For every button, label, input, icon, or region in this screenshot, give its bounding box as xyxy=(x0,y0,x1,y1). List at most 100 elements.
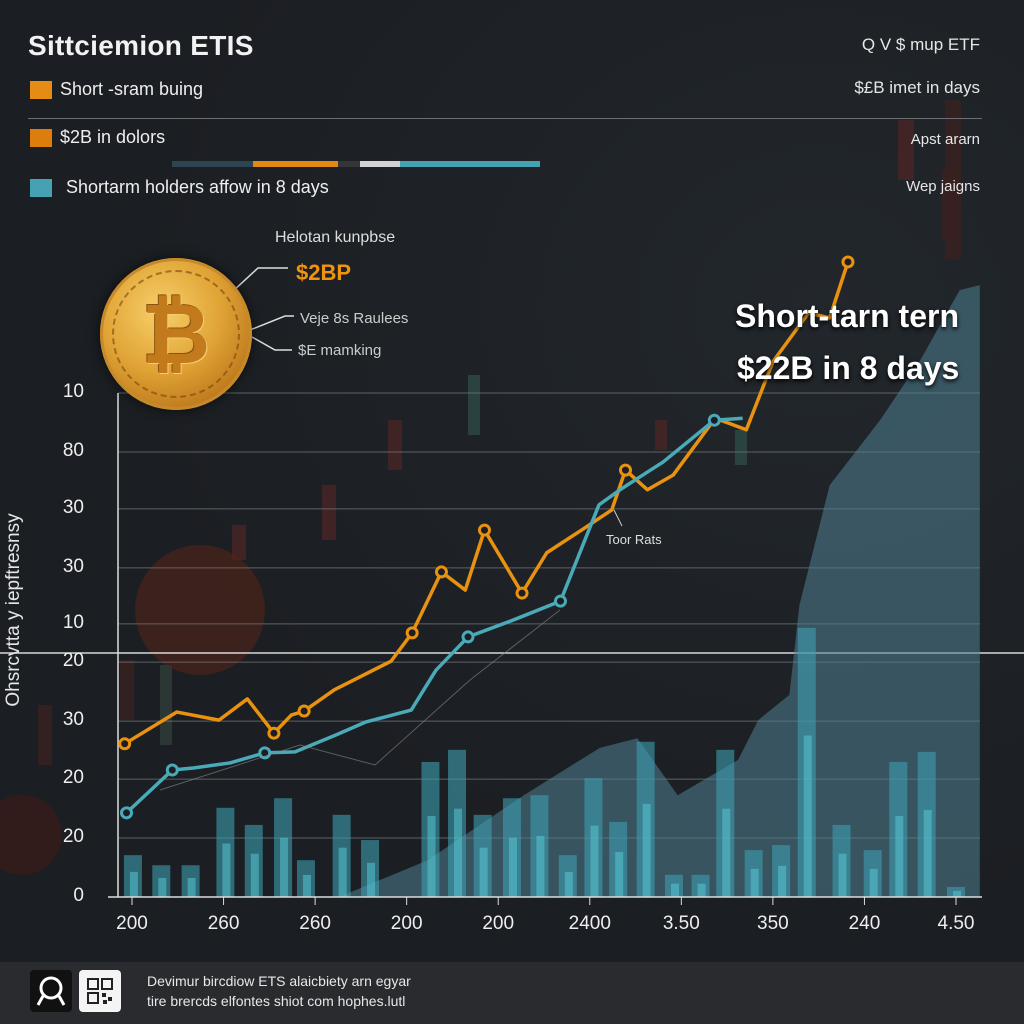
background-candle xyxy=(898,120,914,180)
bar-inner xyxy=(671,883,680,897)
background-candle xyxy=(945,100,961,260)
annotation-subheadline: $22B in 8 days xyxy=(737,350,960,386)
footer-text-line1: Devimur bircdiow ETS alaicbiety arn egya… xyxy=(147,973,411,989)
background-candle xyxy=(232,525,246,560)
bar-inner xyxy=(536,835,545,897)
bar-inner xyxy=(750,868,759,897)
background-glow xyxy=(135,545,265,675)
legend-swatch-orange xyxy=(30,128,52,147)
bar-inner xyxy=(722,808,731,897)
x-tick-label: 3.50 xyxy=(662,913,700,934)
background-glow xyxy=(0,795,62,875)
background-candle xyxy=(468,375,480,435)
bar-inner xyxy=(222,843,231,897)
magnifier-logo-icon[interactable] xyxy=(30,970,72,1012)
legend-item-short-term-buying: Short -sram buing xyxy=(30,79,203,100)
background-candle xyxy=(655,420,667,450)
legend-label: $2B in dolors xyxy=(60,127,166,147)
bar-inner xyxy=(697,883,706,897)
bar-inner xyxy=(778,865,787,897)
x-tick-label: 260 xyxy=(299,913,331,934)
data-point xyxy=(405,626,419,640)
callout-connector xyxy=(231,267,288,293)
bar-inner xyxy=(838,853,847,897)
y-tick-label: 20 xyxy=(62,767,84,789)
background-candle xyxy=(120,660,134,720)
bar-inner xyxy=(869,868,878,897)
x-tick-label: 240 xyxy=(848,913,881,934)
data-point xyxy=(618,463,632,477)
data-point xyxy=(515,586,529,600)
coin-callout-line2: $E mamking xyxy=(298,342,382,359)
y-axis-title: Ohsrcvtta y iepftresnsy xyxy=(3,513,24,707)
y-tick-label: 30 xyxy=(62,709,84,731)
bar-inner xyxy=(302,874,311,897)
data-point xyxy=(267,726,281,740)
bitcoin-coin-icon: ₿ xyxy=(100,258,252,410)
bar-inner xyxy=(367,862,376,897)
bar-inner xyxy=(280,837,289,897)
bar-inner xyxy=(250,853,259,897)
bar-inner xyxy=(508,837,517,897)
divider xyxy=(28,118,982,119)
bar-inner xyxy=(564,871,573,897)
y-tick-label: 0 xyxy=(73,885,84,906)
y-tick-label: 10 xyxy=(62,381,84,402)
search-etf-link[interactable]: Q V $ mup ETF xyxy=(861,35,980,54)
bar-inner xyxy=(158,877,167,897)
coin-callout-value: $2BP xyxy=(296,260,352,285)
area-series xyxy=(338,285,980,897)
bar-inner xyxy=(923,809,932,897)
coin-callout-line1: Veje 8s Raulees xyxy=(300,310,409,327)
legend-label: Short -sram buing xyxy=(60,79,204,99)
line-series-1 xyxy=(125,416,743,815)
segment xyxy=(400,161,540,167)
y-tick-label: 20 xyxy=(62,826,84,848)
data-point xyxy=(461,630,475,644)
right-info-days: $£B imet in days xyxy=(854,78,980,97)
segment-bar xyxy=(172,161,540,167)
bar-inner xyxy=(642,803,651,897)
footer-text-line2: tire brercds elfontes shiot com hophes.l… xyxy=(147,993,406,1009)
bar-inner xyxy=(615,851,624,897)
point-annotation: Toor Rats xyxy=(606,532,662,547)
x-tick-label: 350 xyxy=(757,913,789,934)
annotation-headline: Short-tarn tern xyxy=(735,298,959,334)
segment xyxy=(172,161,253,167)
data-point xyxy=(434,565,448,579)
x-tick-label: 2400 xyxy=(568,913,611,934)
segment xyxy=(359,161,401,167)
data-point xyxy=(120,806,134,820)
legend-label: Shortarm holders affow in 8 days xyxy=(66,177,329,197)
bitcoin-symbol: ₿ xyxy=(112,270,240,398)
background-candle xyxy=(388,420,402,470)
qr-code-icon[interactable] xyxy=(79,970,121,1012)
legend-item-holders: Shortarm holders affow in 8 days xyxy=(30,177,329,198)
x-tick-label: 200 xyxy=(116,913,148,934)
bar-inner xyxy=(953,890,961,897)
footer-bar xyxy=(0,962,1024,1024)
segment xyxy=(252,161,338,167)
data-point xyxy=(297,704,311,718)
bar-inner xyxy=(590,825,599,897)
bar-inner xyxy=(338,847,347,897)
legend-swatch-orange xyxy=(30,80,52,99)
bar-inner xyxy=(129,871,138,897)
background-candle xyxy=(160,665,172,745)
background-candle xyxy=(38,705,52,765)
x-tick-label: 260 xyxy=(207,913,240,934)
trend-line xyxy=(159,609,561,791)
y-tick-label: 10 xyxy=(62,611,84,633)
bar-inner xyxy=(895,815,904,897)
segment xyxy=(337,161,360,167)
bar-inner xyxy=(803,735,812,897)
data-point xyxy=(553,594,567,608)
y-tick-label: 80 xyxy=(62,439,84,461)
y-tick-label: 20 xyxy=(62,650,84,672)
x-tick-label: 200 xyxy=(482,913,515,934)
background-candle xyxy=(735,430,747,465)
background-candle xyxy=(322,485,336,540)
data-point xyxy=(841,255,855,269)
bar-inner xyxy=(187,877,196,897)
